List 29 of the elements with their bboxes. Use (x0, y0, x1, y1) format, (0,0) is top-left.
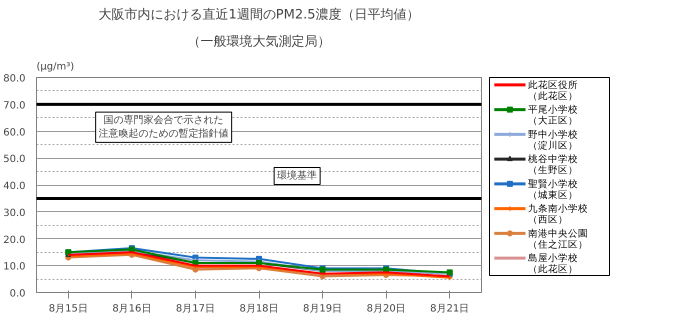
chart-subtitle: （一般環境大気測定局） (188, 34, 330, 50)
y-tick-label: 80.0 (3, 74, 26, 84)
y-tick-label: 30.0 (3, 208, 26, 219)
ref-line-label: 国の専門家会合で示された注意喚起のための暫定指針値 (98, 114, 229, 140)
x-tick-label: 8月20日 (366, 304, 406, 314)
y-tick-label: 70.0 (3, 100, 26, 112)
y-tick-label: 40.0 (3, 181, 26, 192)
legend-label: 此花区役所（此花区） (528, 78, 578, 102)
y-axis-title: (μg/m³) (36, 62, 74, 72)
y-tick-label: 20.0 (3, 234, 26, 246)
x-tick-label: 8月18日 (239, 304, 279, 314)
y-tick-label: 0.0 (10, 288, 26, 300)
y-tick-label: 10.0 (3, 262, 26, 273)
legend-label: 桃谷中学校（生野区） (528, 153, 578, 176)
x-tick-label: 8月21日 (430, 304, 470, 314)
legend-label: 九条南小学校（西区） (528, 202, 588, 226)
ref-line-label: 環境基準 (277, 169, 318, 182)
x-tick-label: 8月16日 (112, 304, 152, 314)
legend-label: 島屋小学校（此花区） (528, 252, 578, 276)
y-tick-label: 50.0 (3, 154, 26, 166)
x-tick-label: 8月17日 (176, 304, 215, 314)
legend-label: 南港中央公園（住之江区） (528, 227, 588, 250)
y-tick-label: 60.0 (3, 127, 26, 138)
x-tick-label: 8月15日 (48, 304, 88, 314)
legend-label: 野中小学校（淀川区） (528, 128, 578, 152)
legend-label: 平尾小学校（大正区） (528, 104, 578, 127)
legend-label: 聖賢小学校（城東区） (528, 178, 578, 201)
chart-title: 大阪市内における直近1週間のPM2.5濃度（日平均値） (98, 6, 420, 22)
x-tick-label: 8月19日 (303, 304, 342, 314)
